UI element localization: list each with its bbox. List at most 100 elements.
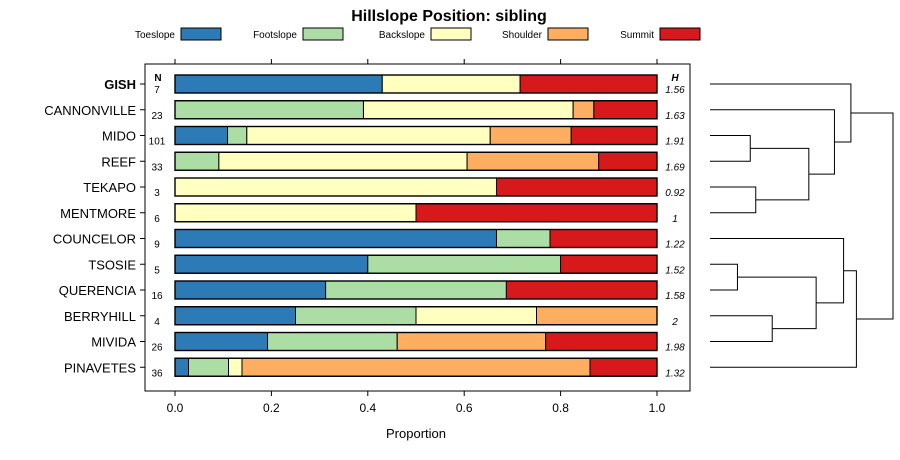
n-column-header: N	[154, 73, 161, 84]
bar-cannonville-backslope	[362, 100, 574, 120]
h-label-gish: 1.56	[665, 85, 685, 96]
bar-outline-mivida	[174, 331, 658, 352]
bar-pinavetes-toeslope	[174, 357, 189, 377]
bar-pinavetes-summit	[589, 357, 658, 377]
dendrogram-merge-8	[710, 83, 852, 143]
bar-gish-backslope	[381, 74, 521, 94]
legend-label-summit: Summit	[620, 30, 654, 41]
h-label-tekapo: 0.92	[665, 188, 685, 199]
bar-reef-shoulder	[466, 151, 600, 171]
bar-outline-mentmore	[174, 203, 658, 223]
n-label-mentmore: 6	[154, 214, 160, 225]
dendrogram-merge-9	[710, 270, 857, 368]
x-tick-label-4: 0.8	[552, 401, 569, 415]
bar-tsosie-summit	[560, 254, 658, 274]
legend-label-toeslope: Toeslope	[135, 30, 175, 41]
bar-outline-berryhill	[174, 306, 658, 326]
category-label-cannonville: CANNONVILLE	[44, 103, 136, 118]
h-label-reef: 1.69	[665, 162, 685, 173]
bar-tekapo-backslope	[174, 177, 497, 197]
bar-mido-toeslope	[174, 126, 229, 145]
n-label-tsosie: 5	[154, 265, 160, 276]
h-label-pinavetes: 1.32	[665, 368, 685, 379]
bar-tekapo-summit	[495, 177, 658, 197]
dendrogram-merge-6	[737, 276, 817, 330]
dendrogram-merge-7	[710, 238, 845, 304]
n-label-mido: 101	[149, 137, 166, 148]
x-tick-label-5: 1.0	[649, 401, 666, 415]
bar-reef-footslope	[174, 151, 220, 171]
bar-outline-querencia	[174, 280, 658, 300]
category-label-berryhill: BERRYHILL	[64, 309, 136, 324]
bar-cannonville-footslope	[174, 100, 364, 120]
category-label-mentmore: MENTMORE	[60, 206, 136, 221]
category-label-tekapo: TEKAPO	[83, 180, 136, 195]
n-label-tekapo: 3	[154, 188, 160, 199]
bar-outline-councelor	[174, 228, 658, 249]
bar-tsosie-footslope	[367, 254, 562, 274]
bar-berryhill-footslope	[295, 306, 417, 326]
n-label-pinavetes: 36	[151, 368, 163, 379]
bar-gish-toeslope	[174, 74, 383, 94]
plot-frame	[144, 63, 691, 392]
bar-cannonville-summit	[593, 100, 658, 120]
category-label-mido: MIDO	[102, 129, 136, 144]
category-label-mivida: MIVIDA	[91, 335, 136, 350]
dendrogram-merge-10	[850, 112, 894, 320]
bar-mido-footslope	[227, 126, 248, 145]
bar-mentmore-summit	[415, 203, 658, 223]
legend-swatch-summit	[659, 27, 701, 41]
legend-swatch-shoulder	[547, 27, 589, 41]
x-tick-label-2: 0.4	[359, 401, 376, 415]
n-label-gish: 7	[154, 85, 160, 96]
dendrogram-merge-1	[710, 186, 757, 214]
bar-pinavetes-shoulder	[241, 357, 591, 377]
bar-tsosie-toeslope	[174, 254, 369, 274]
x-tick-label-1: 0.2	[263, 401, 280, 415]
category-label-gish: GISH	[104, 77, 136, 92]
h-label-cannonville: 1.63	[665, 111, 685, 122]
bar-pinavetes-backslope	[228, 357, 243, 377]
category-label-tsosie: TSOSIE	[88, 257, 136, 272]
legend-swatch-footslope	[302, 27, 344, 41]
bar-pinavetes-footslope	[187, 357, 230, 377]
category-label-querencia: QUERENCIA	[59, 283, 137, 298]
bar-querencia-toeslope	[174, 280, 327, 300]
bar-gish-summit	[519, 74, 658, 94]
bar-berryhill-backslope	[415, 306, 537, 326]
x-tick-label-0: 0.0	[167, 401, 184, 415]
h-label-mentmore: 1	[672, 214, 678, 225]
h-label-mido: 1.91	[665, 137, 684, 148]
h-label-berryhill: 2	[671, 317, 678, 328]
dendrogram	[710, 83, 894, 368]
dendrogram-merge-0	[710, 135, 751, 162]
x-tick-label-3: 0.6	[456, 401, 473, 415]
h-label-querencia: 1.58	[665, 291, 685, 302]
n-label-querencia: 16	[151, 291, 163, 302]
h-column-header: H	[671, 73, 679, 84]
bar-cannonville-shoulder	[572, 100, 595, 120]
bar-reef-summit	[598, 151, 658, 171]
bar-mivida-footslope	[267, 332, 398, 351]
legend: Toeslope Footslope Backslope Shoulder Summit	[135, 27, 701, 41]
dendrogram-merge-3	[710, 315, 773, 342]
bar-mivida-toeslope	[174, 332, 269, 351]
bar-outline-gish	[174, 74, 658, 94]
h-label-mivida: 1.98	[665, 343, 685, 354]
legend-swatch-toeslope	[180, 27, 222, 41]
n-label-mivida: 26	[151, 343, 163, 354]
bar-mido-summit	[570, 126, 658, 145]
bar-querencia-summit	[505, 280, 658, 300]
bar-councelor-summit	[549, 229, 658, 248]
dendrogram-merge-2	[710, 263, 738, 291]
bar-mido-shoulder	[489, 126, 572, 145]
legend-label-backslope: Backslope	[379, 30, 426, 41]
bar-outline-reef	[174, 151, 658, 171]
bar-outline-tekapo	[174, 177, 658, 197]
category-label-pinavetes: PINAVETES	[64, 360, 136, 375]
legend-label-footslope: Footslope	[253, 30, 297, 41]
h-label-tsosie: 1.52	[665, 265, 685, 276]
category-label-councelor: COUNCELOR	[53, 232, 136, 247]
dendrogram-merge-5	[710, 109, 835, 175]
